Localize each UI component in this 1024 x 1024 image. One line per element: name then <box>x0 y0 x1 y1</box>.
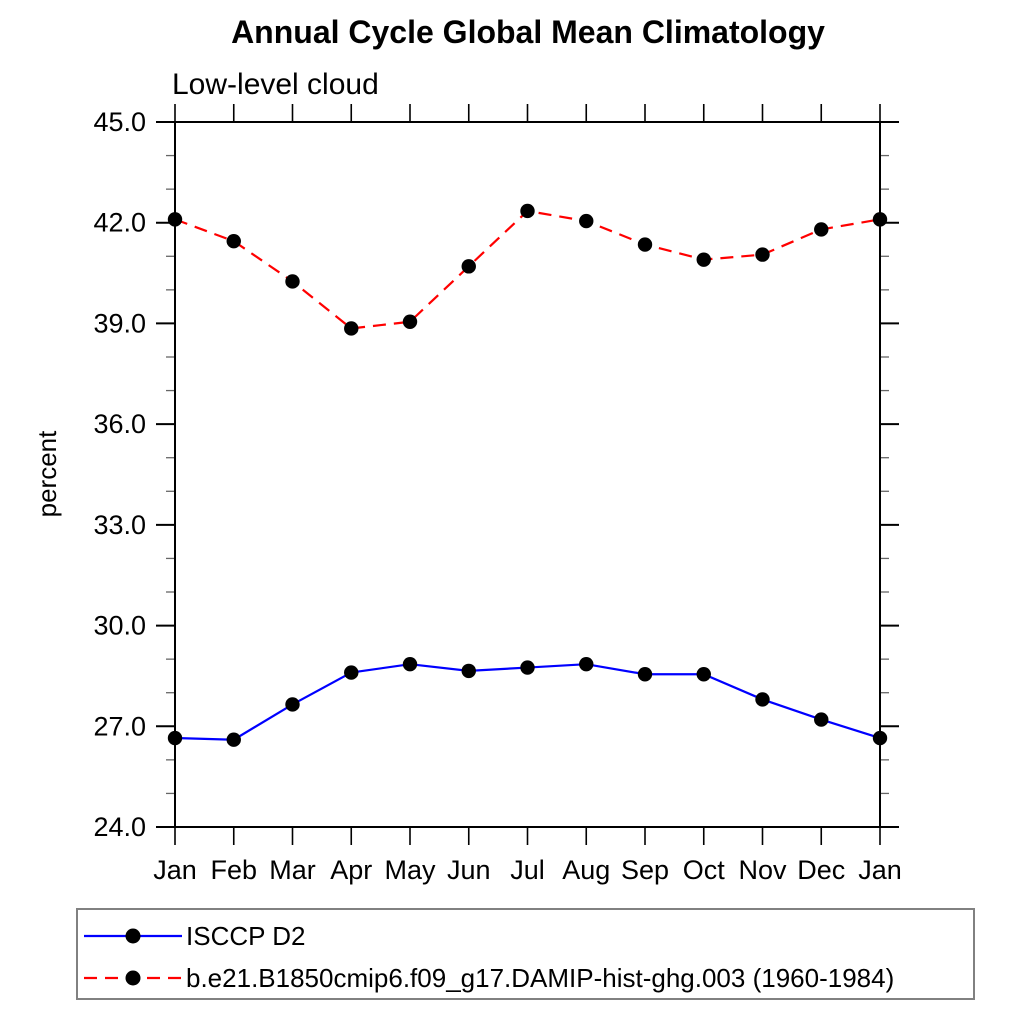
x-tick-label: May <box>384 855 436 885</box>
legend-box: ISCCP D2 b.e21.B1850cmip6.f09_g17.DAMIP-… <box>76 908 975 1000</box>
plot-frame <box>174 121 881 828</box>
model-series-line <box>174 209 881 330</box>
x-tick-label: Apr <box>330 855 372 885</box>
model-data-point <box>579 213 594 229</box>
x-tick-label: Mar <box>269 855 316 885</box>
obs-data-point <box>285 697 300 712</box>
x-tick-label: Jun <box>447 855 491 885</box>
x-tick-label: Jul <box>510 855 545 885</box>
y-tick-label: 45.0 <box>93 107 146 137</box>
obs-data-point <box>520 660 535 675</box>
x-tick-label: Sep <box>621 855 669 885</box>
legend-marker-icon <box>125 970 141 986</box>
chart-title: Annual Cycle Global Mean Climatology <box>231 14 825 50</box>
model-data-point <box>461 259 476 274</box>
legend-marker-icon <box>125 928 141 944</box>
obs-series-line <box>174 663 881 741</box>
obs-data-point <box>226 732 241 747</box>
y-tick-label: 33.0 <box>93 510 146 540</box>
x-tick-label: Nov <box>738 855 787 885</box>
model-data-point <box>755 247 770 262</box>
y-tick-label: 24.0 <box>93 812 146 842</box>
model-data-point <box>285 274 300 289</box>
y-axis-label: percent <box>32 430 62 517</box>
y-tick-label: 42.0 <box>93 208 146 238</box>
obs-data-point <box>402 656 418 672</box>
x-tick-label: Jan <box>858 855 902 885</box>
model-data-point <box>226 233 241 249</box>
model-data-point <box>696 252 711 267</box>
x-tick-label: Dec <box>797 855 845 885</box>
x-tick-label: Feb <box>210 855 257 885</box>
legend-label-model: b.e21.B1850cmip6.f09_g17.DAMIP-hist-ghg.… <box>186 962 895 993</box>
model-data-point <box>520 203 535 219</box>
model-data-point <box>167 212 183 227</box>
y-tick-label: 39.0 <box>93 308 146 338</box>
obs-data-point <box>814 712 829 727</box>
model-data-point <box>344 321 359 336</box>
x-tick-label: Jan <box>153 855 197 885</box>
obs-data-point <box>637 667 653 682</box>
x-tick-label: Aug <box>562 855 610 885</box>
obs-data-point <box>344 665 359 680</box>
legend-solid-line-sample <box>84 928 182 944</box>
obs-data-point <box>872 730 888 746</box>
legend-dashed-line-sample <box>84 970 182 986</box>
legend-label-obs: ISCCP D2 <box>186 920 306 951</box>
x-tick-label: Oct <box>683 855 726 885</box>
legend-item-obs: ISCCP D2 <box>83 920 306 951</box>
y-tick-label: 30.0 <box>93 611 146 641</box>
model-data-point <box>814 222 829 237</box>
legend-item-model: b.e21.B1850cmip6.f09_g17.DAMIP-hist-ghg.… <box>83 962 895 993</box>
obs-data-point <box>461 663 476 679</box>
chart-subtitle: Low-level cloud <box>172 68 379 101</box>
model-data-point <box>637 237 653 252</box>
y-tick-label: 27.0 <box>93 711 146 741</box>
obs-data-point <box>579 656 594 672</box>
obs-data-point <box>167 730 183 746</box>
model-data-point <box>872 212 888 227</box>
obs-data-point <box>696 667 711 682</box>
y-tick-label: 36.0 <box>93 409 146 439</box>
model-data-point <box>402 314 418 329</box>
obs-data-point <box>755 692 770 707</box>
